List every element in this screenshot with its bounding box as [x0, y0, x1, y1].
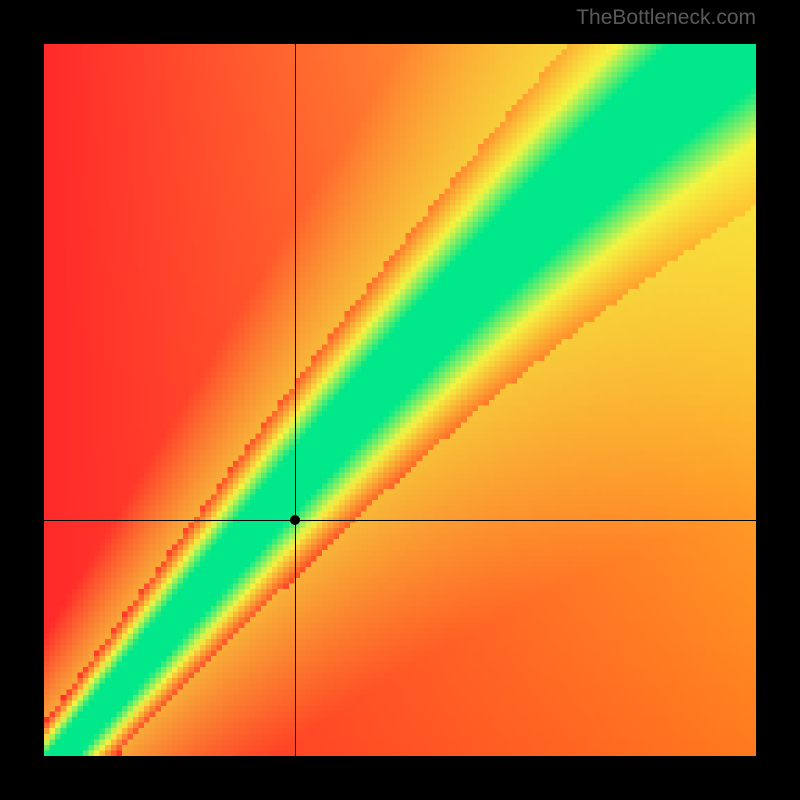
heatmap-canvas — [44, 44, 756, 756]
heatmap-plot — [44, 44, 756, 756]
watermark-text: TheBottleneck.com — [576, 6, 756, 30]
